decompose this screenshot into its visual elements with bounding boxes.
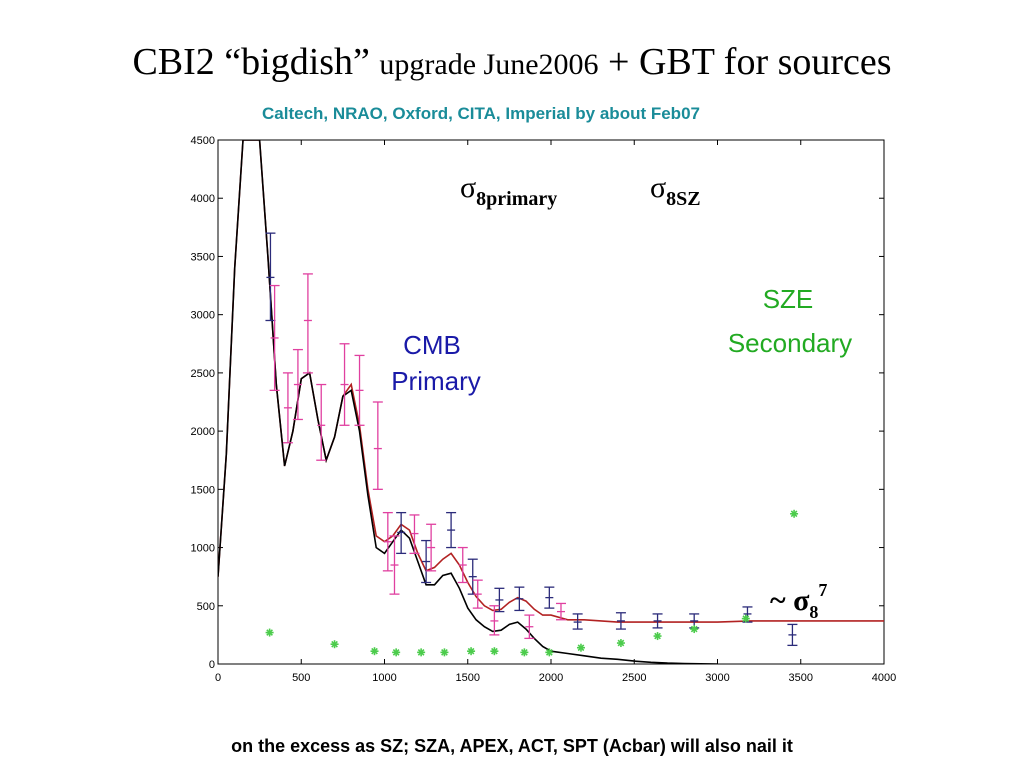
sigma8sz-label: σ8SZ	[650, 171, 701, 210]
title-small: upgrade June2006	[379, 48, 599, 81]
title-main: CBI2 “bigdish”	[132, 41, 370, 83]
sz-secondary-star	[616, 639, 625, 648]
x-tick-label: 2000	[539, 672, 563, 684]
y-tick-label: 4500	[191, 135, 215, 147]
magenta-data-point	[524, 614, 535, 640]
sz-secondary-star	[490, 647, 499, 656]
magenta-data-point	[302, 273, 313, 374]
sz-secondary-star	[370, 647, 379, 656]
blue-data-point	[572, 613, 583, 630]
sz-secondary-star	[690, 625, 699, 634]
blue-data-point	[265, 232, 276, 322]
sz-secondary-star	[467, 647, 476, 656]
magenta-data-point	[409, 514, 420, 555]
blue-data-point	[544, 586, 555, 609]
blue-data-point	[421, 539, 432, 584]
magenta-data-point	[269, 284, 280, 392]
magenta-data-point	[489, 605, 500, 636]
magenta-data-point	[555, 602, 566, 621]
series-layer	[218, 140, 884, 664]
magenta-data-point	[382, 511, 393, 572]
magenta-data-point	[316, 383, 327, 461]
magenta-data-point	[292, 348, 303, 421]
y-tick-label: 4000	[191, 193, 215, 205]
sz-secondary-star	[330, 640, 339, 649]
y-tick-label: 3500	[191, 251, 215, 263]
magenta-data-point	[472, 579, 483, 609]
sz-secondary-star	[265, 628, 274, 637]
magenta-data-point	[339, 343, 350, 426]
sz-secondary-star	[440, 648, 449, 657]
y-tick-label: 1000	[191, 543, 215, 555]
x-tick-label: 3000	[705, 672, 729, 684]
blue-data-point	[467, 558, 478, 595]
sz-secondary-star	[545, 648, 554, 657]
slide-footer: on the excess as SZ; SZA, APEX, ACT, SPT…	[231, 736, 793, 756]
y-tick-label: 1500	[191, 484, 215, 496]
x-tick-label: 0	[215, 672, 221, 684]
sz-secondary-star	[520, 648, 529, 657]
slide-title: CBI2 “bigdish” upgrade June2006 + GBT fo…	[0, 40, 1024, 84]
model-curve-black	[218, 140, 718, 664]
magenta-data-point	[372, 401, 383, 490]
y-tick-label: 2500	[191, 368, 215, 380]
sz-secondary-star	[417, 648, 426, 657]
blue-data-point	[494, 587, 505, 613]
plot-frame	[217, 139, 885, 665]
blue-data-point	[446, 511, 457, 549]
x-tick-label: 1000	[372, 672, 396, 684]
sze-label-line2: Secondary	[728, 328, 852, 358]
sz-secondary-star	[653, 632, 662, 641]
plot-area	[217, 139, 885, 665]
magenta-data-point	[282, 372, 293, 444]
cmb-label-line2: Primary	[391, 366, 481, 396]
blue-data-point	[787, 623, 798, 647]
magenta-data-point	[354, 354, 365, 426]
y-tick-label: 2000	[191, 426, 215, 438]
y-tick-label: 0	[209, 659, 215, 671]
x-tick-label: 1500	[456, 672, 480, 684]
sze-label-line1: SZE	[763, 284, 814, 314]
blue-data-point	[652, 613, 663, 629]
blue-data-point	[615, 612, 626, 630]
annotation-layer: σ8primary σ8SZ CMB Primary SZE Secondary…	[391, 171, 852, 622]
magenta-data-point	[457, 546, 468, 584]
y-tick-label: 500	[197, 601, 215, 613]
x-tick-label: 500	[292, 672, 310, 684]
axis-ticks: 0 500 1000 1500 2000 2500 3000 3500 4000 0 500 1000…	[191, 135, 897, 684]
magenta-data-point	[426, 523, 437, 572]
slide-subtitle: Caltech, NRAO, Oxford, CITA, Imperial by…	[262, 104, 700, 123]
x-tick-label: 4000	[872, 672, 896, 684]
blue-data-point	[396, 511, 407, 555]
x-tick-label: 2500	[622, 672, 646, 684]
magenta-data-point	[389, 535, 400, 595]
cmb-label-line1: CMB	[403, 330, 461, 360]
x-tick-label: 3500	[789, 672, 813, 684]
sz-secondary-star	[392, 648, 401, 657]
blue-data-point	[514, 586, 525, 612]
sigma8-scaling-label: ~ σ87	[770, 580, 827, 622]
sigma8primary-label: σ8primary	[460, 171, 557, 210]
sz-secondary-star	[741, 614, 750, 623]
y-tick-label: 3000	[191, 310, 215, 322]
sz-secondary-star	[576, 643, 585, 652]
sz-secondary-star	[790, 509, 799, 518]
title-end: + GBT for sources	[608, 41, 892, 83]
plot-marks	[218, 140, 884, 664]
